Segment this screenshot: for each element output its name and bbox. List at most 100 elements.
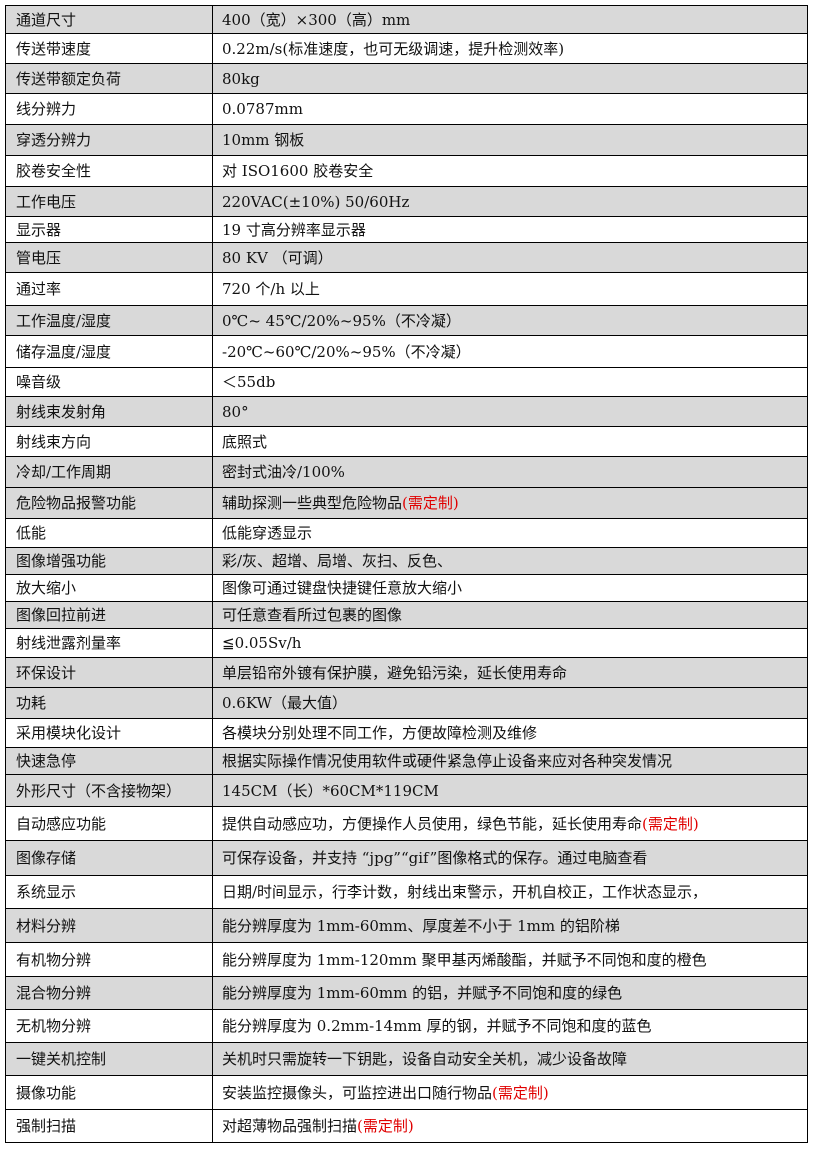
- spec-value-cell: 可保存设备，并支持 “jpg”“gif”图像格式的保存。通过电脑查看: [212, 840, 808, 876]
- table-row: 传送带速度 0.22m/s(标准速度，也可无级调速，提升检测效率): [5, 33, 808, 64]
- table-row: 图像增强功能 彩/灰、超增、局增、灰扫、反色、: [5, 547, 808, 575]
- table-row: 采用模块化设计 各模块分别处理不同工作，方便故障检测及维修: [5, 718, 808, 748]
- spec-value-cell: 单层铅帘外镀有保护膜，避免铅污染，延长使用寿命: [212, 657, 808, 688]
- spec-value-cell: 80kg: [212, 63, 808, 94]
- spec-value-cell: 80°: [212, 396, 808, 427]
- table-row: 显示器 19 寸高分辨率显示器: [5, 216, 808, 243]
- table-row: 穿透分辨力 10mm 钢板: [5, 124, 808, 156]
- spec-value: 400（宽）×300（高）mm: [222, 10, 411, 29]
- table-row: 噪音级 ＜55db: [5, 367, 808, 397]
- spec-value-cell: 19 寸高分辨率显示器: [212, 216, 808, 243]
- table-row: 胶卷安全性对 ISO1600 胶卷安全: [5, 155, 808, 187]
- spec-value-cell: 低能穿透显示: [212, 518, 808, 548]
- spec-value: 密封式油冷/100%: [222, 463, 345, 481]
- table-row: 图像回拉前进 可任意查看所过包裹的图像: [5, 601, 808, 629]
- spec-value: 低能穿透显示: [222, 524, 313, 542]
- spec-value: 关机时只需旋转一下钥匙，设备自动安全关机，减少设备故障: [222, 1050, 628, 1068]
- table-row: 放大缩小 图像可通过键盘快捷键任意放大缩小: [5, 574, 808, 602]
- spec-label: 系统显示: [5, 875, 213, 909]
- spec-value: 220VAC(±10%) 50/60Hz: [222, 192, 410, 211]
- table-row: 储存温度/湿度 -20℃~60℃/20%~95%（不冷凝）: [5, 335, 808, 368]
- spec-value-cell: 辅助探测一些典型危险物品(需定制): [212, 487, 808, 519]
- custom-order-note: (需定制): [642, 814, 699, 833]
- spec-value: 日期/时间显示，行李计数，射线出束警示，开机自校正，工作状态显示，: [222, 883, 708, 901]
- spec-label: 传送带速度: [5, 33, 213, 64]
- spec-value-cell: 日期/时间显示，行李计数，射线出束警示，开机自校正，工作状态显示，: [212, 875, 808, 909]
- spec-label: 工作电压: [5, 186, 213, 217]
- spec-label: 储存温度/湿度: [5, 335, 213, 368]
- spec-value: 0.22m/s(标准速度，也可无级调速，提升检测效率): [222, 39, 565, 58]
- spec-label: 射线束方向: [5, 426, 213, 457]
- table-row: 图像存储 可保存设备，并支持 “jpg”“gif”图像格式的保存。通过电脑查看: [5, 840, 808, 876]
- spec-value: 720 个/h 以上: [222, 280, 320, 298]
- spec-label: 冷却/工作周期: [5, 456, 213, 488]
- spec-value: 能分辨厚度为 1mm-60mm、厚度差不小于 1mm 的铝阶梯: [222, 916, 620, 935]
- spec-value: 辅助探测一些典型危险物品: [222, 494, 403, 512]
- table-row: 管电压 80 KV （可调）: [5, 242, 808, 273]
- table-row: 危险物品报警功能 辅助探测一些典型危险物品(需定制): [5, 487, 808, 519]
- spec-value-cell: 彩/灰、超增、局增、灰扫、反色、: [212, 547, 808, 575]
- spec-value-cell: 各模块分别处理不同工作，方便故障检测及维修: [212, 718, 808, 748]
- spec-label: 摄像功能: [5, 1075, 213, 1110]
- table-row: 射线束发射角 80°: [5, 396, 808, 427]
- spec-value-cell: 对 ISO1600 胶卷安全: [212, 155, 808, 187]
- spec-value: 0.6KW（最大值）: [222, 694, 347, 712]
- spec-value: 80°: [222, 402, 249, 421]
- spec-label: 无机物分辨: [5, 1009, 213, 1043]
- table-row: 自动感应功能 提供自动感应功，方便操作人员使用，绿色节能，延长使用寿命(需定制): [5, 806, 808, 841]
- spec-value-cell: 80 KV （可调）: [212, 242, 808, 273]
- spec-value: 彩/灰、超增、局增、灰扫、反色、: [222, 552, 453, 570]
- spec-label: 图像存储: [5, 840, 213, 876]
- spec-label: 外形尺寸（不含接物架）: [5, 774, 213, 807]
- table-row: 摄像功能 安装监控摄像头，可监控进出口随行物品(需定制): [5, 1075, 808, 1110]
- spec-label: 环保设计: [5, 657, 213, 688]
- spec-value: ≦0.05Sv/h: [222, 634, 302, 652]
- spec-value-cell: 10mm 钢板: [212, 124, 808, 156]
- spec-value-cell: 可任意查看所过包裹的图像: [212, 601, 808, 629]
- custom-order-note: (需定制): [402, 494, 459, 512]
- spec-value: 各模块分别处理不同工作，方便故障检测及维修: [222, 724, 538, 742]
- table-row: 射线泄露剂量率 ≦0.05Sv/h: [5, 628, 808, 658]
- spec-label: 显示器: [5, 216, 213, 243]
- spec-table: 通道尺寸 400（宽）×300（高）mm 传送带速度 0.22m/s(标准速度，也可无…: [5, 5, 808, 1143]
- spec-table-body: 通道尺寸 400（宽）×300（高）mm 传送带速度 0.22m/s(标准速度，也可无…: [5, 5, 808, 1143]
- spec-value: 对 ISO1600 胶卷安全: [222, 162, 374, 180]
- table-row: 快速急停 根据实际操作情况使用软件或硬件紧急停止设备来应对各种突发情况: [5, 747, 808, 775]
- spec-label: 通过率: [5, 272, 213, 306]
- spec-value: 提供自动感应功，方便操作人员使用，绿色节能，延长使用寿命: [222, 814, 643, 833]
- spec-value: -20℃~60℃/20%~95%（不冷凝）: [222, 342, 471, 361]
- spec-label: 危险物品报警功能: [5, 487, 213, 519]
- spec-value-cell: 能分辨厚度为 0.2mm-14mm 厚的钢，并赋予不同饱和度的蓝色: [212, 1009, 808, 1043]
- spec-value: 10mm 钢板: [222, 131, 305, 149]
- spec-label: 强制扫描: [5, 1109, 213, 1143]
- spec-label: 图像增强功能: [5, 547, 213, 575]
- spec-value: 19 寸高分辨率显示器: [222, 220, 366, 239]
- spec-label: 管电压: [5, 242, 213, 273]
- spec-value-cell: 400（宽）×300（高）mm: [212, 5, 808, 34]
- spec-value-cell: 密封式油冷/100%: [212, 456, 808, 488]
- table-row: 强制扫描 对超薄物品强制扫描(需定制): [5, 1109, 808, 1143]
- spec-label: 放大缩小: [5, 574, 213, 602]
- spec-value-cell: -20℃~60℃/20%~95%（不冷凝）: [212, 335, 808, 368]
- table-row: 功耗 0.6KW（最大值）: [5, 687, 808, 719]
- spec-value: 对超薄物品强制扫描: [222, 1117, 358, 1135]
- spec-value: 能分辨厚度为 1mm-60mm 的铝，并赋予不同饱和度的绿色: [222, 984, 623, 1002]
- spec-value-cell: ≦0.05Sv/h: [212, 628, 808, 658]
- table-row: 冷却/工作周期 密封式油冷/100%: [5, 456, 808, 488]
- table-row: 混合物分辨 能分辨厚度为 1mm-60mm 的铝，并赋予不同饱和度的绿色: [5, 976, 808, 1010]
- spec-label: 传送带额定负荷: [5, 63, 213, 94]
- table-row: 有机物分辨 能分辨厚度为 1mm-120mm 聚甲基丙烯酸酯，并赋予不同饱和度的橙…: [5, 942, 808, 977]
- spec-label: 采用模块化设计: [5, 718, 213, 748]
- spec-value-cell: 能分辨厚度为 1mm-120mm 聚甲基丙烯酸酯，并赋予不同饱和度的橙色: [212, 942, 808, 977]
- spec-value: 145CM（长）*60CM*119CM: [222, 781, 439, 800]
- spec-label: 混合物分辨: [5, 976, 213, 1010]
- spec-value-cell: 145CM（长）*60CM*119CM: [212, 774, 808, 807]
- table-row: 射线束方向 底照式: [5, 426, 808, 457]
- spec-label: 通道尺寸: [5, 5, 213, 34]
- spec-label: 射线泄露剂量率: [5, 628, 213, 658]
- spec-label: 一键关机控制: [5, 1042, 213, 1076]
- spec-value-cell: 0.6KW（最大值）: [212, 687, 808, 719]
- spec-value: 底照式: [222, 432, 268, 451]
- spec-value-cell: 0℃~ 45℃/20%~95%（不冷凝）: [212, 305, 808, 336]
- spec-label: 线分辨力: [5, 93, 213, 125]
